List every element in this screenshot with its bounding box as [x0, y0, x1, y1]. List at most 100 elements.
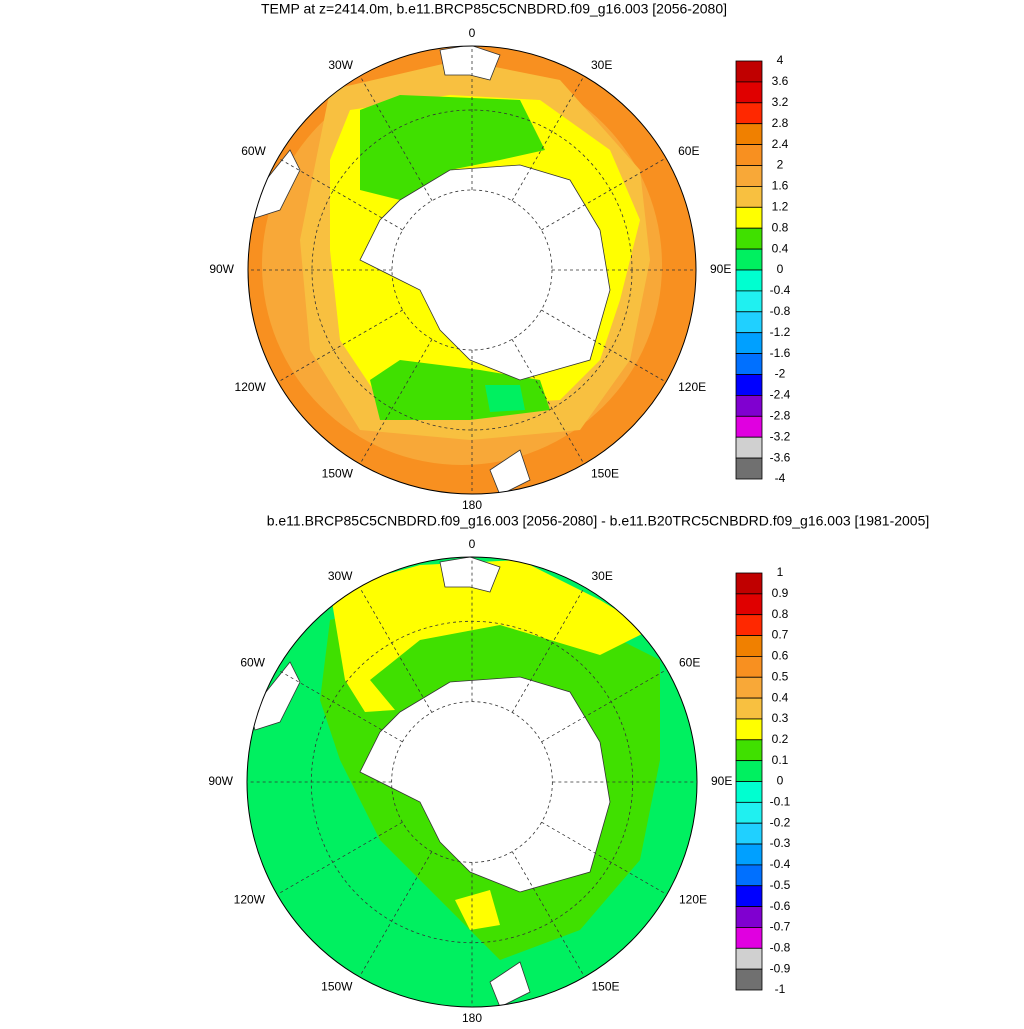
lon-label: 30W	[328, 569, 353, 583]
colorbar-label: -0.1	[770, 795, 791, 809]
colorbar-label: -0.4	[770, 857, 791, 871]
colorbar-label: 1.6	[772, 179, 789, 193]
colorbar-box	[735, 60, 763, 83]
chart-title: TEMP at z=2414.0m, b.e11.BRCP85C5CNBDRD.…	[261, 1, 727, 17]
colorbar-box	[735, 457, 763, 480]
lon-label: 120W	[234, 893, 266, 907]
colorbar-label: 3.6	[772, 74, 789, 88]
colorbar-label: -0.8	[770, 940, 791, 954]
colorbar-box	[735, 801, 763, 824]
graticule	[359, 75, 433, 201]
colorbar-label: 0.9	[772, 586, 789, 600]
lon-label: 60E	[679, 656, 700, 670]
colorbar-box	[735, 311, 763, 334]
colorbar-label: -3.6	[770, 450, 791, 464]
colorbar-box	[735, 927, 763, 949]
colorbar-label: 1	[777, 565, 784, 579]
colorbar-box	[735, 165, 763, 187]
lon-label: 30E	[591, 58, 612, 72]
lon-label: 150W	[322, 467, 354, 481]
colorbar-box	[735, 906, 763, 928]
colorbar-box	[735, 676, 763, 699]
colorbar-label: 2.4	[772, 137, 789, 151]
colorbar-box	[735, 593, 763, 616]
graticule	[276, 821, 403, 895]
colorbar-label: 4	[777, 53, 784, 67]
colorbar-label: -0.2	[770, 815, 791, 829]
lon-label: 150E	[592, 979, 620, 993]
colorbar-label: -0.8	[770, 304, 791, 318]
graticule	[541, 821, 668, 895]
colorbar-label: 3.2	[772, 95, 789, 109]
colorbar-label: 0.4	[772, 241, 789, 255]
graticule	[511, 75, 585, 201]
colorbar-label: -0.5	[770, 878, 791, 892]
colorbar-box	[735, 290, 763, 313]
colorbar-label: 0	[777, 262, 784, 276]
chart-title: b.e11.BRCP85C5CNBDRD.f09_g16.003 [2056-2…	[267, 513, 930, 529]
graticule	[277, 309, 403, 383]
colorbar-label: 0.5	[772, 669, 789, 683]
colorbar-box	[735, 885, 763, 908]
lon-label: 0	[469, 26, 476, 40]
colorbar-label: 0	[777, 774, 784, 788]
colorbar-label: -0.7	[770, 920, 791, 934]
lon-label: 120W	[235, 380, 267, 394]
colorbar-label: -3.2	[770, 429, 791, 443]
map-border	[247, 45, 697, 495]
colorbar-label: -2	[775, 367, 786, 381]
colorbar-label: 0.8	[772, 607, 789, 621]
lon-label: 60E	[678, 144, 699, 158]
colorbar-label: -1.2	[770, 325, 791, 339]
graticule	[511, 339, 585, 465]
colorbar-box	[735, 947, 763, 970]
colorbar-box	[735, 968, 763, 991]
colorbar-box	[735, 436, 763, 459]
colorbar-box	[735, 102, 763, 125]
colorbar-box	[735, 248, 763, 271]
graticule	[276, 669, 403, 743]
colorbar-box	[735, 635, 763, 657]
colorbar-label: -2.8	[770, 408, 791, 422]
graticule	[359, 586, 433, 713]
lon-label: 60W	[240, 656, 265, 670]
colorbar-box	[735, 614, 763, 636]
colorbar-box	[735, 123, 763, 145]
colorbar-box	[735, 760, 763, 782]
colorbar-box	[735, 697, 763, 720]
graticule	[541, 669, 668, 743]
lon-label: 120E	[679, 893, 707, 907]
lon-label: 120E	[678, 380, 706, 394]
colorbar-box	[735, 718, 763, 741]
lon-label: 0	[469, 537, 476, 551]
lon-label: 30E	[592, 569, 613, 583]
lon-label: 180	[462, 1011, 482, 1024]
colorbar-label: -0.9	[770, 961, 791, 975]
colorbar-label: 0.8	[772, 220, 789, 234]
colorbar-box	[735, 206, 763, 229]
colorbar-label: 0.1	[772, 753, 789, 767]
colorbar-box	[735, 81, 763, 104]
colorbar-label: 2.8	[772, 116, 789, 130]
lon-label: 90E	[710, 262, 731, 276]
colorbar-box	[735, 781, 763, 803]
colorbar-label: 0.2	[772, 732, 789, 746]
colorbar-box	[735, 415, 763, 438]
lon-label: 180	[462, 498, 482, 512]
lon-label: 150W	[321, 979, 353, 993]
map-fill-bottom	[247, 557, 697, 1007]
colorbar-label: 0.7	[772, 628, 789, 642]
colorbar-box	[735, 572, 763, 595]
lon-label: 90E	[711, 774, 732, 788]
colorbar-box	[735, 269, 763, 292]
colorbar-label: -0.4	[770, 283, 791, 297]
colorbar-label: 0.4	[772, 690, 789, 704]
colorbar-box	[735, 332, 763, 355]
graticule	[511, 586, 585, 713]
lon-label: 90W	[209, 262, 234, 276]
colorbar-label: -1	[775, 982, 786, 996]
graticule	[359, 339, 433, 465]
colorbar-box	[735, 394, 763, 417]
graticule	[541, 309, 667, 383]
